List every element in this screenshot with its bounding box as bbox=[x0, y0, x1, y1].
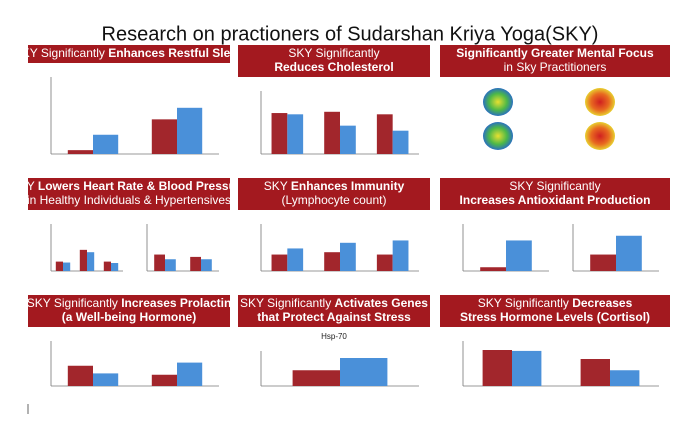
bar bbox=[165, 259, 176, 271]
brain-map bbox=[585, 122, 615, 150]
bar bbox=[93, 373, 119, 386]
header-text: SKY Significantly bbox=[509, 179, 600, 193]
header-line: SKY Significantly Activates Genes bbox=[240, 296, 428, 310]
header-line: Increases Antioxidant Production bbox=[460, 193, 651, 207]
header-text: Enhances Restful Sleep bbox=[108, 46, 244, 60]
header-line: in Sky Practitioners bbox=[504, 60, 607, 74]
bar bbox=[324, 252, 340, 271]
bar bbox=[79, 249, 87, 271]
brain-panel bbox=[444, 84, 666, 166]
bar bbox=[190, 256, 201, 271]
header-line: SKY Enhances Immunity bbox=[264, 179, 405, 193]
header-line: SKY Lowers Heart Rate & Blood Pressure bbox=[11, 179, 248, 193]
panel-header bbox=[28, 295, 230, 327]
header-text: SKY Significantly bbox=[478, 296, 573, 310]
brain-maps bbox=[444, 84, 666, 166]
header-line: SKY Significantly Decreases bbox=[478, 296, 633, 310]
brain-map bbox=[585, 88, 615, 116]
header-line: in Healthy Individuals & Hypertensives bbox=[27, 193, 231, 207]
header-line: Stress Hormone Levels (Cortisol) bbox=[460, 310, 650, 324]
header-line: Significantly Greater Mental Focus bbox=[456, 46, 654, 60]
bar bbox=[287, 248, 304, 271]
panel-header bbox=[440, 45, 670, 77]
header-text: SKY Significantly bbox=[14, 46, 109, 60]
header-text: SKY Significantly bbox=[240, 296, 335, 310]
bar bbox=[376, 114, 393, 154]
bar bbox=[324, 111, 340, 154]
header-text: SKY bbox=[264, 179, 291, 193]
bar bbox=[340, 242, 356, 271]
brain-map bbox=[483, 122, 513, 150]
panel-header bbox=[238, 295, 430, 327]
header-line: (a Well-being Hormone) bbox=[62, 310, 196, 324]
panel-header bbox=[440, 295, 670, 327]
chart-title: Hsp-70 bbox=[321, 332, 347, 341]
header-text: Increases Prolactin bbox=[121, 296, 231, 310]
header-text: Stress Hormone Levels (Cortisol) bbox=[460, 310, 650, 324]
bar bbox=[376, 254, 393, 271]
bar bbox=[67, 150, 93, 154]
bar bbox=[392, 130, 409, 154]
header-text: in Sky Practitioners bbox=[504, 60, 607, 74]
bar bbox=[292, 370, 340, 386]
header-text: (a Well-being Hormone) bbox=[62, 310, 196, 324]
bar bbox=[67, 365, 93, 386]
bar bbox=[151, 374, 177, 386]
bar bbox=[154, 254, 165, 271]
header-line: SKY Significantly Increases Prolactin bbox=[27, 296, 232, 310]
panel-header bbox=[28, 45, 230, 63]
panel-header bbox=[28, 178, 230, 210]
header-line: (Lymphocyte count) bbox=[282, 193, 387, 207]
bar bbox=[87, 252, 95, 271]
bar bbox=[271, 254, 288, 271]
header-line: SKY Significantly bbox=[509, 179, 600, 193]
bar bbox=[177, 362, 203, 386]
bar bbox=[482, 350, 512, 386]
bar bbox=[287, 114, 304, 154]
header-text: Significantly Greater Mental Focus bbox=[456, 46, 654, 60]
bar bbox=[271, 113, 288, 154]
bar bbox=[506, 240, 532, 271]
header-text: Decreases bbox=[572, 296, 632, 310]
header-text: Lowers Heart Rate & Blood Pressure bbox=[38, 179, 248, 193]
bar bbox=[616, 235, 642, 271]
bar bbox=[201, 259, 212, 271]
header-text: SKY bbox=[11, 179, 38, 193]
header-text: (Lymphocyte count) bbox=[282, 193, 387, 207]
bar bbox=[63, 262, 71, 271]
brain-map bbox=[483, 88, 513, 116]
header-line: SKY Significantly Enhances Restful Sleep bbox=[14, 46, 245, 60]
header-line: that Protect Against Stress bbox=[257, 310, 411, 324]
bar bbox=[151, 119, 177, 154]
bar bbox=[590, 254, 616, 271]
bar bbox=[512, 350, 542, 386]
bar bbox=[177, 107, 203, 154]
bar bbox=[340, 358, 388, 386]
header-text: Enhances Immunity bbox=[291, 179, 405, 193]
bar bbox=[111, 263, 119, 271]
header-line: Reduces Cholesterol bbox=[274, 60, 393, 74]
header-text: SKY Significantly bbox=[27, 296, 122, 310]
panel-header bbox=[238, 178, 430, 210]
header-text: Activates Genes bbox=[335, 296, 429, 310]
header-text: Reduces Cholesterol bbox=[274, 60, 393, 74]
header-text: SKY Significantly bbox=[288, 46, 379, 60]
slide-title: Research on practioners of Sudarshan Kri… bbox=[102, 23, 599, 45]
header-text: that Protect Against Stress bbox=[257, 310, 411, 324]
panel-header bbox=[440, 178, 670, 210]
bar bbox=[392, 240, 409, 271]
header-line: SKY Significantly bbox=[288, 46, 379, 60]
bar bbox=[55, 261, 63, 271]
header-text: in Healthy Individuals & Hypertensives bbox=[27, 193, 231, 207]
bar bbox=[103, 261, 111, 271]
panel-header bbox=[238, 45, 430, 77]
bar bbox=[610, 370, 640, 386]
bar bbox=[340, 125, 356, 154]
bar bbox=[580, 359, 610, 386]
header-text: Increases Antioxidant Production bbox=[460, 193, 651, 207]
bar bbox=[480, 267, 506, 271]
bar bbox=[93, 134, 119, 154]
